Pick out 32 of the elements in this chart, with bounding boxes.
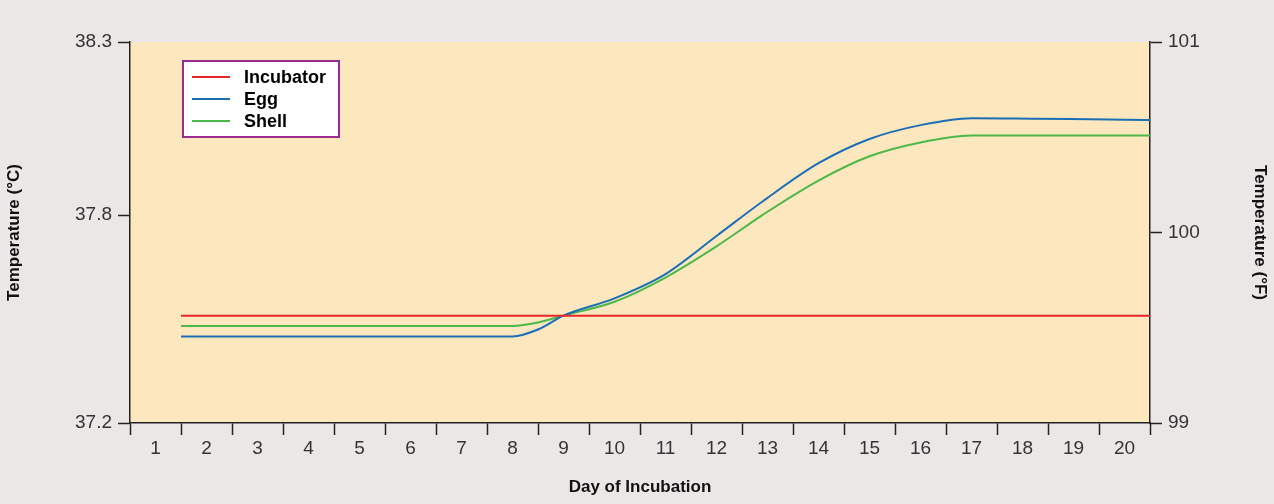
x-tick-label: 15 [858,436,881,458]
legend-label: Egg [244,88,278,110]
y-tick-label: 38.3 [75,30,112,52]
x-tick-label: 2 [201,436,212,458]
x-tick-label: 14 [807,436,830,458]
x-tick-label: 7 [456,436,467,458]
x-tick-label: 18 [1011,436,1034,458]
x-tick-label: 19 [1062,436,1085,458]
x-tick-label: 13 [756,436,779,458]
y2-tick-label: 101 [1168,30,1200,52]
x-tick-label: 20 [1113,436,1136,458]
x-tick-label: 3 [252,436,263,458]
x-tick-label: 12 [705,436,728,458]
x-tick-label: 4 [303,436,315,458]
x-axis-title: Day of Incubation [568,477,712,497]
x-tick-label: 6 [405,436,416,458]
y-tick-label: 37.8 [75,203,112,225]
x-tick-label: 11 [655,436,676,458]
x-tick-label: 8 [507,436,518,458]
legend-label: Shell [244,110,288,132]
x-tick-label: 1 [150,436,161,458]
y-axis-title: Temperature (°C) [3,164,23,301]
x-tick-label: 9 [558,436,569,458]
y2-axis-title: Temperature (°F) [1251,165,1271,300]
x-tick-label: 17 [960,436,983,458]
y-tick-label: 37.2 [75,411,112,433]
x-tick-label: 16 [909,436,932,458]
x-tick-label: 10 [603,436,626,458]
y2-tick-label: 99 [1168,411,1190,433]
x-tick-label: 5 [354,436,365,458]
legend-label: Incubator [244,66,327,88]
y2-tick-label: 100 [1168,220,1200,242]
